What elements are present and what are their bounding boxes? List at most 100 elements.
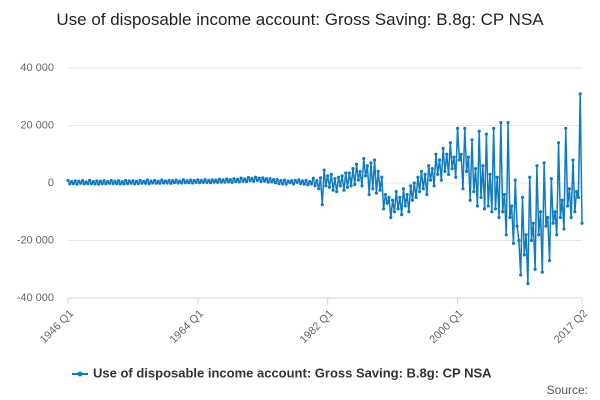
point [331,188,335,192]
point [515,224,519,228]
point [279,178,283,183]
point [344,171,348,175]
point [401,187,406,191]
point [565,204,570,208]
y-tick-label: -20 000 [17,234,54,246]
point [252,179,256,183]
point [217,177,222,181]
point [470,138,474,142]
chart-title: Use of disposable income account: Gross … [56,10,544,29]
point [174,178,178,182]
point [425,192,429,197]
series-line [67,93,583,284]
point [400,213,404,217]
point [313,183,317,188]
point [73,179,77,183]
point [567,187,571,191]
point [576,195,580,199]
point [372,158,377,162]
point [181,178,186,182]
point [510,204,514,208]
point [423,172,427,176]
point [302,182,306,186]
point [459,152,463,156]
point [259,179,263,184]
point [253,175,258,179]
point [127,179,131,183]
point [133,182,137,186]
point [165,181,169,185]
point [547,259,552,263]
point [275,177,279,182]
point [383,192,388,197]
point [477,129,481,133]
point [385,201,389,205]
point [189,178,193,182]
point [237,180,241,184]
point [320,202,324,207]
point [299,181,303,186]
point [329,172,333,176]
point [362,156,366,161]
point [414,195,418,199]
point [122,182,126,186]
point [295,180,299,185]
point [463,126,467,130]
point [248,179,252,183]
point [228,177,232,182]
point [216,180,220,185]
point [448,141,452,145]
point [277,181,281,186]
point [118,182,122,186]
point [345,185,350,189]
point [443,169,447,174]
point [324,184,328,188]
point [116,179,121,183]
point [223,180,227,184]
point [93,182,97,186]
point [273,181,278,185]
point [257,176,261,180]
point [232,177,236,181]
point [270,180,274,184]
point [134,179,139,183]
point [239,176,243,180]
point [145,178,149,182]
point [109,178,113,183]
point [569,215,573,220]
point [412,181,416,185]
point [551,221,555,225]
point [573,210,577,214]
point [508,215,512,220]
point [430,167,434,171]
point [564,126,568,130]
legend-label: Use of disposable income account: Gross … [93,365,492,380]
point [495,175,499,179]
point [580,221,584,225]
point [558,215,562,220]
x-tick-label: 2017 Q2 [552,308,590,346]
point [367,192,371,197]
point [125,181,130,186]
point [297,178,301,182]
point [436,172,440,176]
point [517,238,521,243]
point [317,187,321,191]
y-tick-label: -40 000 [17,292,54,304]
point [214,178,218,182]
point [136,181,140,186]
point [246,175,250,180]
point [152,178,157,183]
point [488,172,492,176]
point [484,132,489,136]
point [282,178,287,182]
point [266,180,270,184]
point [542,161,546,165]
point [349,184,353,188]
point [262,179,267,183]
point [378,188,382,192]
point [326,174,330,178]
point [475,204,479,208]
point [520,195,525,199]
point [529,238,534,243]
